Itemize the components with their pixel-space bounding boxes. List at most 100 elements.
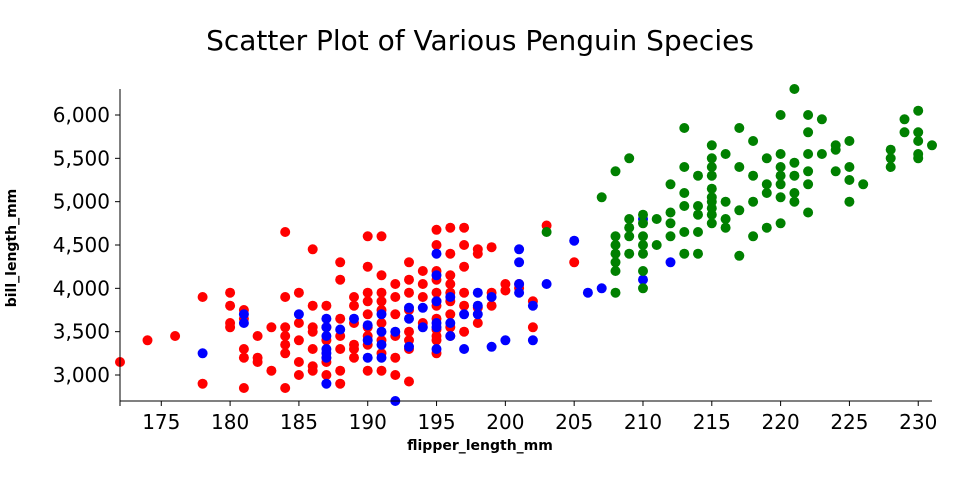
data-point-series-1-52 bbox=[582, 287, 593, 298]
data-point-series-2-95 bbox=[899, 114, 910, 125]
data-point-series-2-18 bbox=[638, 248, 648, 259]
data-point-series-2-22 bbox=[651, 240, 662, 250]
data-point-series-2-32 bbox=[679, 248, 690, 259]
data-point-series-1-14 bbox=[362, 335, 373, 346]
data-point-series-2-35 bbox=[693, 209, 703, 220]
data-point-series-1-39 bbox=[472, 300, 483, 311]
data-point-series-0-27 bbox=[293, 318, 304, 328]
data-point-series-1-50 bbox=[541, 279, 552, 289]
data-point-series-0-29 bbox=[293, 357, 304, 367]
data-point-series-2-16 bbox=[638, 231, 648, 242]
data-point-series-1-25 bbox=[417, 302, 428, 313]
data-point-series-2-23 bbox=[665, 179, 676, 190]
y-tick-label: 3,500 bbox=[53, 320, 110, 344]
data-point-series-0-123 bbox=[472, 318, 483, 328]
data-point-series-2-58 bbox=[748, 196, 759, 207]
data-point-series-1-15 bbox=[362, 352, 373, 363]
data-point-series-0-13 bbox=[238, 383, 249, 393]
data-point-series-2-29 bbox=[679, 188, 690, 198]
data-point-series-0-56 bbox=[349, 352, 359, 363]
data-point-series-0-25 bbox=[280, 383, 291, 393]
data-point-series-2-17 bbox=[638, 240, 648, 250]
data-point-series-2-9 bbox=[624, 153, 635, 164]
data-point-series-2-81 bbox=[803, 207, 814, 218]
data-point-series-2-4 bbox=[610, 240, 621, 250]
data-point-series-1-0 bbox=[197, 348, 208, 359]
data-point-series-2-85 bbox=[830, 166, 841, 177]
data-point-series-1-18 bbox=[376, 339, 387, 350]
data-point-series-0-97 bbox=[431, 287, 442, 298]
data-point-series-0-61 bbox=[362, 309, 373, 320]
data-point-series-1-10 bbox=[321, 378, 332, 389]
x-axis-title: flipper_length_mm bbox=[407, 438, 553, 454]
data-point-series-2-51 bbox=[720, 222, 731, 233]
data-point-series-0-24 bbox=[280, 348, 291, 359]
data-point-series-2-53 bbox=[734, 162, 745, 172]
data-point-series-1-56 bbox=[665, 257, 676, 268]
data-point-series-1-41 bbox=[486, 341, 497, 352]
data-point-series-0-132 bbox=[527, 322, 538, 333]
x-tick-label: 200 bbox=[486, 410, 524, 434]
data-point-series-2-97 bbox=[913, 105, 924, 116]
data-point-series-1-31 bbox=[431, 322, 442, 333]
data-point-series-2-33 bbox=[693, 170, 703, 181]
data-point-series-0-1 bbox=[142, 335, 153, 346]
y-tick-label: 4,500 bbox=[53, 233, 110, 257]
data-point-series-0-26 bbox=[293, 287, 304, 298]
data-point-series-1-42 bbox=[486, 292, 497, 302]
data-point-series-2-26 bbox=[665, 231, 676, 242]
data-point-series-0-134 bbox=[569, 257, 580, 268]
data-point-series-2-46 bbox=[706, 209, 717, 220]
data-point-series-0-69 bbox=[376, 296, 387, 307]
data-point-series-2-60 bbox=[761, 153, 772, 164]
data-point-series-2-90 bbox=[844, 196, 855, 207]
data-point-series-2-102 bbox=[927, 140, 937, 151]
data-point-series-0-89 bbox=[417, 266, 428, 276]
data-point-series-0-32 bbox=[307, 300, 318, 311]
data-point-series-1-55 bbox=[638, 274, 648, 285]
data-point-series-0-105 bbox=[445, 222, 456, 233]
data-point-series-0-74 bbox=[376, 365, 387, 376]
data-point-series-2-57 bbox=[748, 170, 759, 181]
data-point-series-0-79 bbox=[390, 352, 401, 363]
data-point-series-0-103 bbox=[431, 335, 442, 346]
data-point-series-2-98 bbox=[913, 127, 924, 138]
data-point-series-2-38 bbox=[706, 140, 717, 151]
data-point-series-2-28 bbox=[679, 162, 690, 172]
data-point-series-2-69 bbox=[775, 192, 786, 203]
data-point-series-1-1 bbox=[238, 309, 249, 320]
data-point-series-2-63 bbox=[761, 222, 772, 233]
y-tick-label: 5,000 bbox=[53, 190, 110, 214]
data-point-series-2-2 bbox=[610, 166, 621, 177]
data-point-series-1-51 bbox=[569, 235, 580, 246]
data-point-series-0-67 bbox=[376, 270, 387, 281]
data-point-series-1-17 bbox=[376, 326, 387, 337]
data-point-series-2-92 bbox=[885, 144, 896, 155]
data-point-series-1-49 bbox=[527, 335, 538, 346]
data-point-series-2-0 bbox=[541, 227, 552, 237]
data-point-series-0-66 bbox=[376, 231, 387, 242]
data-point-series-1-26 bbox=[417, 322, 428, 333]
data-point-series-2-6 bbox=[610, 257, 621, 268]
data-point-series-2-70 bbox=[775, 218, 786, 229]
data-point-series-2-96 bbox=[899, 127, 910, 138]
data-point-series-2-62 bbox=[761, 188, 772, 198]
y-axis-title: bill_length_mm bbox=[4, 189, 20, 308]
data-point-series-2-72 bbox=[789, 157, 800, 168]
data-point-series-1-45 bbox=[514, 257, 525, 268]
data-point-series-0-28 bbox=[293, 335, 304, 346]
data-point-series-2-49 bbox=[720, 196, 731, 207]
data-point-series-2-94 bbox=[885, 162, 896, 172]
data-point-series-2-79 bbox=[803, 166, 814, 177]
data-point-series-0-91 bbox=[417, 292, 428, 302]
data-point-series-1-19 bbox=[376, 352, 387, 363]
chart-title: Scatter Plot of Various Penguin Species bbox=[206, 24, 754, 57]
data-point-series-0-22 bbox=[280, 331, 291, 341]
data-point-series-2-31 bbox=[679, 227, 690, 237]
data-point-series-0-55 bbox=[349, 344, 359, 354]
data-point-series-0-6 bbox=[225, 300, 236, 311]
data-point-series-1-32 bbox=[431, 344, 442, 354]
data-point-series-2-86 bbox=[830, 144, 841, 155]
data-point-series-1-40 bbox=[472, 309, 483, 320]
data-point-series-0-68 bbox=[376, 287, 387, 298]
